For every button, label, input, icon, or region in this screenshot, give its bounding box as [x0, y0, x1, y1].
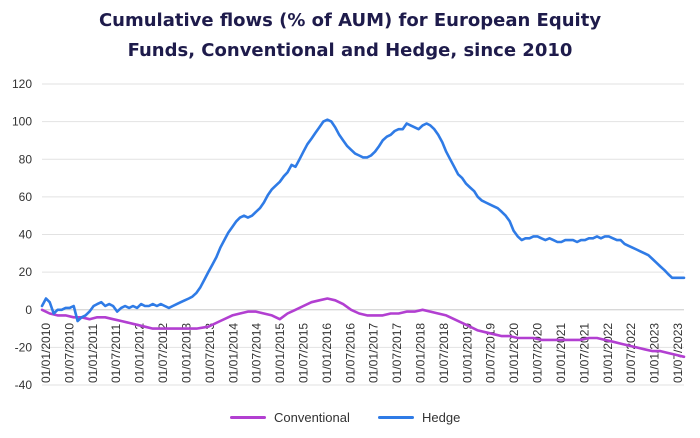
gridlines: [42, 83, 684, 386]
legend-swatch-hedge: [378, 416, 414, 419]
legend-item-hedge[interactable]: Hedge: [378, 410, 460, 425]
x-tick-label: 01/07/2012: [156, 323, 170, 383]
x-tick-label: 01/07/2015: [296, 323, 310, 383]
y-tick-label: 60: [19, 190, 33, 204]
x-tick-label: 01/01/2023: [648, 323, 662, 383]
x-tick-label: 01/01/2022: [601, 323, 615, 383]
x-tick-label: 01/07/2016: [343, 323, 357, 383]
x-tick-label: 01/07/2010: [62, 323, 76, 383]
x-tick-label: 01/07/2011: [109, 324, 123, 383]
x-tick-label: 01/01/2016: [320, 323, 334, 383]
y-tick-label: 0: [25, 303, 32, 317]
x-tick-label: 01/07/2023: [671, 323, 685, 383]
y-tick-label: -40: [15, 378, 33, 392]
x-tick-label: 01/01/2013: [179, 323, 193, 383]
y-tick-label: -20: [15, 340, 33, 354]
y-axis-ticks: -40 -20 0 20 40 60 80 100 120: [12, 77, 32, 392]
y-tick-label: 40: [19, 228, 33, 242]
y-tick-label: 80: [19, 152, 33, 166]
legend-swatch-conventional: [230, 416, 266, 419]
x-tick-label: 01/07/2020: [531, 323, 545, 383]
x-tick-label: 01/07/2021: [577, 323, 591, 383]
x-tick-label: 01/07/2019: [484, 323, 498, 383]
x-tick-label: 01/01/2011: [86, 324, 100, 383]
chart-title: Cumulative flows (% of AUM) for European…: [40, 6, 660, 66]
chart-title-line-2: Funds, Conventional and Hedge, since 201…: [127, 40, 573, 61]
x-tick-label: 01/01/2019: [460, 323, 474, 383]
x-tick-label: 01/07/2017: [390, 323, 404, 383]
x-tick-label: 01/07/2013: [203, 323, 217, 383]
legend-label-conventional: Conventional: [274, 410, 350, 425]
legend-label-hedge: Hedge: [422, 410, 461, 425]
x-tick-label: 01/01/2010: [39, 323, 53, 383]
legend-item-conventional[interactable]: Conventional: [230, 410, 350, 425]
x-tick-label: 01/01/2012: [133, 323, 147, 383]
x-tick-label: 01/01/2014: [226, 323, 240, 383]
x-tick-label: 01/07/2014: [250, 323, 264, 383]
legend: Conventional Hedge: [0, 410, 700, 428]
series-lines: [40, 118, 686, 359]
x-tick-label: 01/01/2018: [414, 323, 428, 383]
chart-title-line-1: Cumulative flows (% of AUM) for European…: [98, 10, 602, 31]
x-tick-label: 01/01/2020: [507, 323, 521, 383]
x-axis-ticks: 01/01/2010 01/07/2010 01/01/2011 01/07/2011…: [39, 323, 685, 383]
x-tick-label: 01/07/2022: [624, 323, 638, 383]
series-line-conventional[interactable]: [40, 297, 686, 359]
y-tick-label: 100: [12, 115, 32, 129]
series-line-hedge[interactable]: [40, 118, 686, 323]
y-tick-label: 20: [19, 265, 33, 279]
x-tick-label: 01/01/2015: [273, 323, 287, 383]
x-tick-label: 01/07/2018: [437, 323, 451, 383]
x-tick-label: 01/01/2017: [367, 323, 381, 383]
x-tick-label: 01/01/2021: [554, 323, 568, 383]
y-tick-label: 120: [12, 77, 32, 91]
